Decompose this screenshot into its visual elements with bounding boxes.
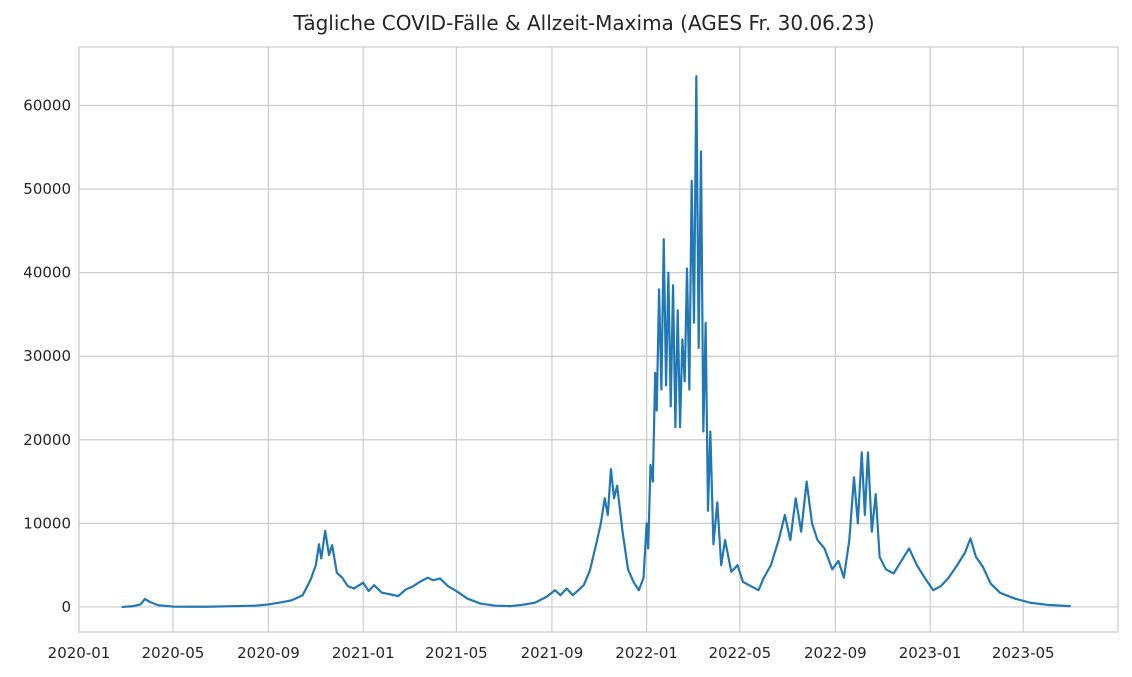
y-tick-label: 30000 [23, 347, 71, 365]
x-tick-label: 2021-09 [521, 644, 584, 662]
series-line-0 [121, 75, 1071, 609]
x-tick-label: 2020-01 [48, 644, 111, 662]
y-tick-label: 50000 [23, 180, 71, 198]
x-tick-label: 2020-05 [142, 644, 205, 662]
x-axis: 2020-01 2020-05 2020-09 2021-01 2021-05 2021-… [48, 644, 1055, 662]
y-tick-label: 40000 [23, 264, 71, 282]
y-tick-label: 10000 [23, 514, 71, 532]
y-tick-label: 0 [61, 598, 71, 616]
x-tick-label: 2022-01 [615, 644, 678, 662]
x-tick-label: 2023-01 [899, 644, 962, 662]
x-tick-label: 2021-05 [425, 644, 488, 662]
x-tick-label: 2022-05 [708, 644, 771, 662]
x-tick-label: 2021-01 [332, 644, 395, 662]
x-tick-label: 2020-09 [237, 644, 300, 662]
series-layer [121, 75, 1071, 609]
chart-title: Tägliche COVID-Fälle & Allzeit-Maxima (A… [292, 11, 874, 35]
y-tick-label: 20000 [23, 431, 71, 449]
y-tick-label: 60000 [23, 97, 71, 115]
plot-frame [78, 46, 1119, 633]
x-tick-label: 2023-05 [992, 644, 1055, 662]
x-tick-label: 2022-09 [804, 644, 867, 662]
y-axis: 0 10000 20000 30000 40000 50000 60000 [23, 97, 71, 616]
